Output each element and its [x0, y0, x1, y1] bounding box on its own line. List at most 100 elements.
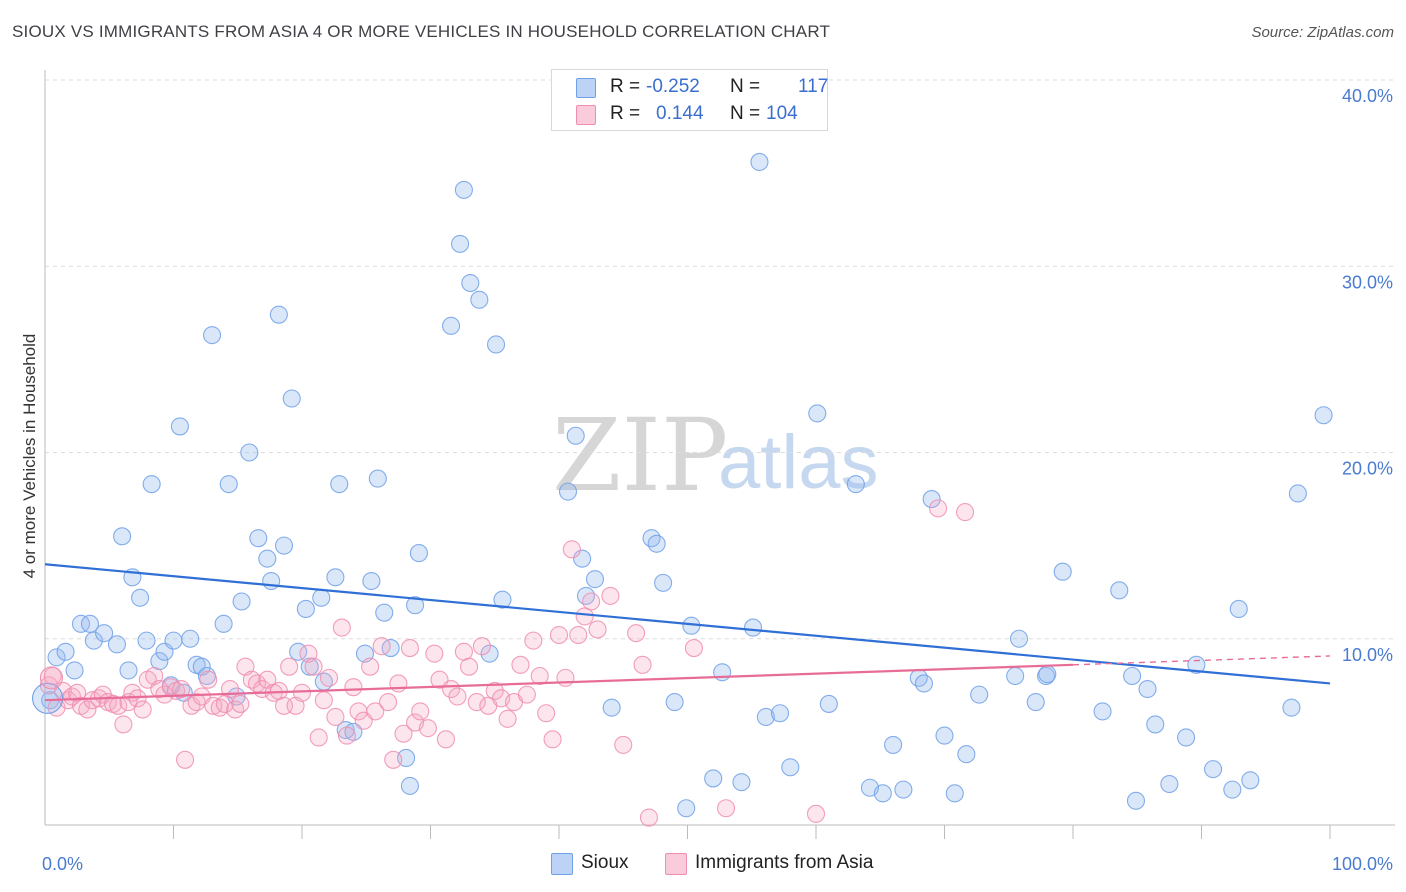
data-points: [32, 152, 1333, 827]
data-point: [436, 730, 455, 749]
data-point: [582, 592, 601, 611]
data-point: [142, 475, 161, 494]
r-value: 0.144: [656, 103, 704, 124]
data-point: [384, 750, 403, 769]
data-point: [375, 603, 394, 622]
data-point: [770, 704, 790, 723]
data-point: [498, 709, 517, 728]
data-point: [269, 305, 288, 324]
data-point: [716, 799, 736, 818]
data-point: [282, 389, 301, 408]
data-point: [137, 631, 156, 650]
data-point: [451, 234, 470, 253]
data-point: [286, 696, 305, 715]
data-point: [647, 534, 666, 553]
data-point: [389, 674, 408, 693]
data-point: [956, 503, 975, 522]
data-point: [537, 704, 556, 723]
r-label: R =: [610, 76, 641, 97]
data-point: [292, 683, 312, 702]
data-point: [304, 657, 323, 676]
data-point: [296, 599, 315, 619]
data-point: [274, 536, 294, 555]
data-point: [549, 625, 569, 645]
data-point: [394, 724, 413, 743]
data-point: [1223, 780, 1242, 799]
sioux-trend-line: [44, 563, 1331, 685]
asia-legend-label: Immigrants from Asia: [695, 852, 874, 873]
data-point: [480, 644, 499, 663]
data-point: [614, 735, 633, 754]
data-point: [78, 700, 97, 719]
data-point: [756, 707, 775, 727]
data-point: [442, 316, 461, 335]
x-tick-label: 100.0%: [1332, 854, 1393, 874]
data-point: [192, 657, 211, 676]
data-point: [84, 631, 103, 650]
data-point: [400, 639, 419, 658]
data-point: [1110, 581, 1129, 600]
data-point: [65, 661, 84, 680]
data-point: [677, 799, 696, 818]
data-point: [1288, 484, 1307, 503]
data-point: [461, 273, 480, 293]
data-point: [601, 586, 620, 605]
data-point: [1126, 791, 1146, 810]
data-point: [558, 482, 578, 501]
data-point: [372, 637, 391, 656]
data-point: [486, 335, 506, 354]
data-point: [1053, 562, 1072, 581]
data-point: [806, 804, 826, 823]
data-point: [232, 592, 251, 611]
data-point: [1160, 774, 1179, 794]
data-point: [935, 726, 954, 745]
data-point: [231, 694, 250, 713]
data-point: [119, 661, 138, 680]
data-point: [172, 679, 191, 699]
data-point: [1177, 728, 1196, 747]
data-point: [204, 696, 223, 715]
r-value: -0.252: [646, 76, 700, 97]
data-point: [945, 784, 964, 803]
source-credit: Source: ZipAtlas.com: [1251, 24, 1394, 41]
y-tick-label: 40.0%: [1342, 86, 1393, 106]
data-point: [425, 644, 444, 663]
data-point: [884, 735, 903, 754]
data-point: [846, 475, 865, 494]
data-point: [400, 776, 419, 795]
data-point: [493, 590, 512, 609]
data-point: [39, 666, 63, 690]
data-point: [262, 571, 281, 591]
data-point: [309, 728, 328, 747]
watermark-zip: ZIP: [552, 397, 728, 514]
data-point: [511, 655, 530, 674]
data-point: [750, 152, 769, 171]
data-point: [556, 668, 575, 687]
data-point: [448, 687, 467, 706]
data-point: [1009, 629, 1029, 648]
data-point: [588, 620, 607, 639]
data-point: [319, 668, 339, 687]
data-point: [566, 426, 585, 445]
data-point: [236, 657, 255, 676]
data-point: [240, 443, 259, 462]
data-point: [199, 670, 218, 689]
data-point: [1123, 666, 1142, 686]
y-tick-label: 20.0%: [1342, 459, 1393, 479]
data-point: [113, 527, 132, 546]
data-point: [575, 607, 594, 626]
data-point: [258, 549, 277, 568]
data-point: [627, 624, 646, 643]
data-point: [181, 629, 200, 648]
data-point: [344, 678, 363, 697]
data-point: [602, 698, 621, 717]
data-point: [633, 655, 652, 674]
data-point: [743, 618, 763, 637]
data-point: [107, 635, 127, 654]
data-point: [573, 549, 592, 568]
data-point: [524, 631, 543, 650]
data-point: [442, 679, 461, 699]
data-point: [1282, 698, 1301, 717]
data-point: [249, 529, 268, 548]
